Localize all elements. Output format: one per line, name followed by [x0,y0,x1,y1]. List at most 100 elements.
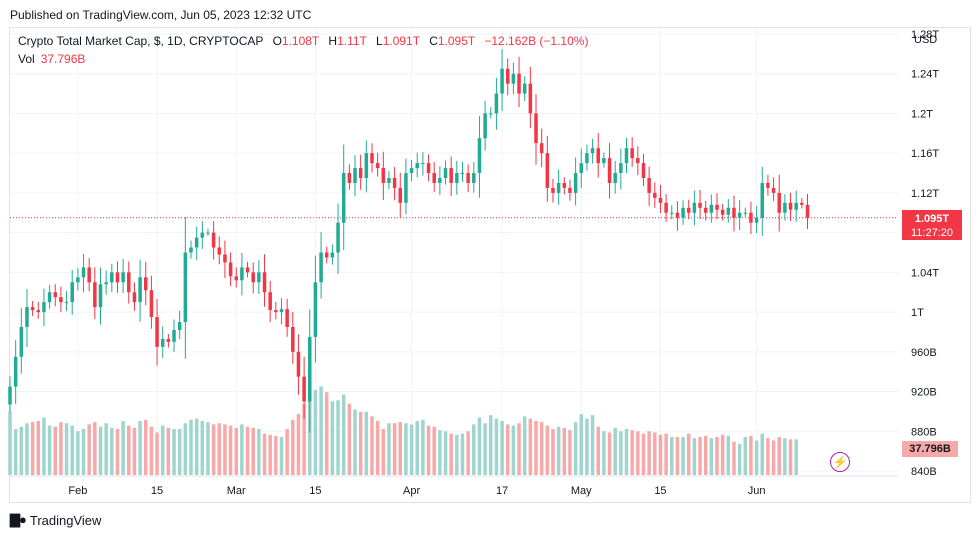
volume-bar [70,425,74,475]
candle-body [70,282,74,303]
tradingview-logo-icon: ▇● [10,512,27,527]
volume-bar [234,427,238,475]
candle-body [223,254,227,263]
x-tick-label: 17 [496,485,508,497]
y-tick-label: 840B [911,466,937,478]
candle-body [127,272,131,293]
volume-bar [698,437,702,475]
candle-body [149,290,154,318]
candle-body [13,356,18,387]
volume-bar [274,435,278,475]
candle-body [681,207,685,218]
volume-bar [794,439,798,475]
candle-body [443,168,448,178]
volume-bar [398,422,403,475]
candle-body [268,292,272,311]
candle-body [528,83,533,114]
candle-body [551,187,555,193]
volume-bar [551,429,555,475]
x-tick-label: Mar [227,485,246,497]
close-value: 1.095T [437,34,476,48]
candle-body [432,173,436,183]
candle-body [313,282,318,337]
volume-bar [245,426,250,475]
candle-body [93,282,97,308]
candle-body [358,168,363,178]
candle-body [720,209,725,215]
volume-bar [341,394,346,475]
volume-bar [664,433,668,475]
candle-body [353,168,357,183]
volume-bar [641,433,646,475]
volume-bar [539,422,544,475]
close-label: C [429,34,438,48]
candle-body [449,168,453,183]
candle-body [421,163,425,165]
candle-body [64,302,69,304]
candle-body [483,113,487,139]
candle-body [777,192,781,213]
candle-body [341,173,346,223]
y-tick-label: 1.12T [911,188,939,200]
volume-bar [166,427,171,475]
candle-body [296,351,301,377]
volume-bar [42,417,46,475]
candle-body [624,148,629,164]
y-tick-label: 1.16T [911,148,939,160]
volume-bar [211,424,216,475]
volume-bar [477,417,482,475]
volume-bar [528,418,533,475]
volume-bar [87,424,91,475]
volume-bar [302,403,306,475]
volume-bar [291,419,295,475]
candle-body [794,202,798,210]
x-tick-label: 15 [151,485,163,497]
candle-body [217,247,222,255]
candle-body [579,163,584,174]
y-tick-label: 1T [911,307,924,319]
volume-bar [505,424,510,475]
currency-label[interactable]: USD [914,34,938,46]
volume-bar [613,427,617,475]
volume-bar [760,433,765,475]
candle-body [653,192,657,198]
volume-bar [426,425,431,475]
volume-legend[interactable]: Vol 37.796B [18,52,85,66]
volume-bar [602,431,606,475]
candle-body [647,177,651,193]
axis-labels: 1.28T1.24T1.2T1.16T1.12T1.08T1.04T1T960B… [68,29,939,497]
volume-bar [132,427,137,475]
candle-body [47,292,52,303]
candle-body [262,272,267,293]
lightning-icon[interactable]: ⚡ [830,452,850,472]
x-tick-label: Apr [403,485,420,497]
candle-body [477,138,482,174]
candle-body [308,336,312,402]
candle-body [42,302,46,313]
candle-body [573,173,578,193]
change-value: −12.162B (−1.10%) [484,34,589,48]
volume-bar [279,437,284,475]
candle-body [613,173,617,183]
volume-bar [466,431,470,475]
candle-body [234,276,238,281]
volume-bar [766,438,770,475]
volume-bar [268,434,272,475]
candle-body [251,272,255,283]
candle-body [805,204,810,218]
chart-frame[interactable] [9,27,971,503]
volume-bar [692,438,697,475]
candle-body [568,187,572,193]
candle-body [619,163,623,174]
candle-body [206,232,210,234]
volume-bar [494,418,499,475]
candle-body [36,310,41,313]
symbol-legend[interactable]: Crypto Total Market Cap, $, 1D, CRYPTOCA… [18,34,588,48]
volume-bar [251,427,255,475]
candle-body [291,326,295,352]
volume-bar [143,419,148,475]
volume-bar [590,415,595,475]
tradingview-brand[interactable]: ▇● TradingView [10,512,101,528]
y-tick-label: 880B [911,426,937,438]
